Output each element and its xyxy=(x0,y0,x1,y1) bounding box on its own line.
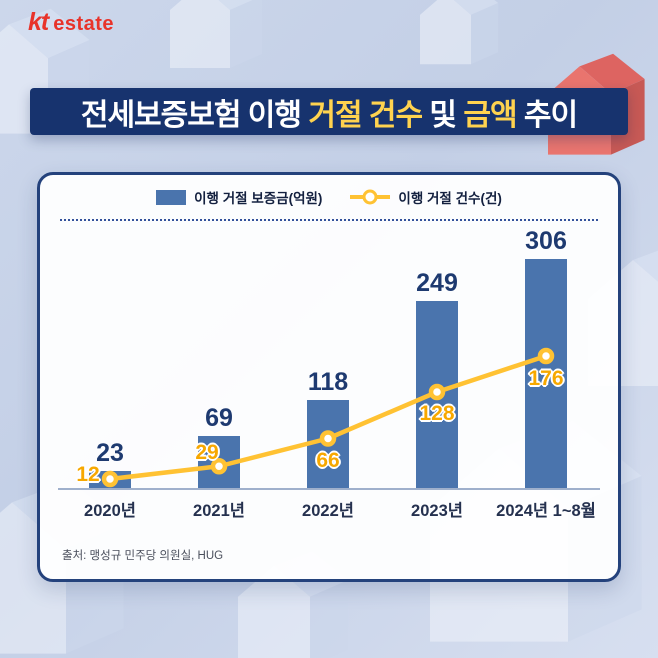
line-legend-swatch xyxy=(350,189,391,205)
line-marker xyxy=(319,430,337,447)
bar-value-label: 306 xyxy=(525,226,567,255)
title-text: 전세보증보험 이행 xyxy=(80,98,309,132)
estate-logo-text: estate xyxy=(53,13,115,35)
line-marker xyxy=(537,347,555,365)
line-value-label: 176 xyxy=(528,367,564,390)
chart-legend: 이행 거절 보증금(억원) 이행 거절 건수(건) xyxy=(40,187,618,207)
title-text: 및 xyxy=(422,98,464,132)
bar-legend-swatch xyxy=(156,189,187,205)
line-value-label: 29 xyxy=(195,441,219,465)
legend-divider xyxy=(60,219,598,221)
kt-estate-logo: kt estate xyxy=(28,8,114,37)
x-axis-label: 2023년 xyxy=(411,502,463,520)
x-axis-label: 2021년 xyxy=(193,502,245,520)
x-axis-line xyxy=(58,488,600,490)
chart-card: 이행 거절 보증금(억원) 이행 거절 건수(건) 23 69 118 249 306 2… xyxy=(37,172,621,582)
line-value-label: 12 xyxy=(76,463,100,486)
legend-item-line: 이행 거절 건수(건) xyxy=(350,187,502,207)
bar-value-label: 249 xyxy=(416,269,458,298)
x-axis-label: 2020년 xyxy=(84,502,136,520)
source-note: 출처: 맹성규 민주당 의원실, HUG xyxy=(62,550,224,562)
bar-value-label: 118 xyxy=(307,367,349,396)
line-marker xyxy=(101,470,119,488)
bar-value-label: 69 xyxy=(205,404,233,433)
title-highlight-text: 거절 건수 xyxy=(308,98,423,132)
bar xyxy=(525,258,567,488)
line-marker-icon xyxy=(362,189,378,205)
kt-logo-mark: kt xyxy=(28,8,49,36)
line-marker xyxy=(428,383,446,401)
title-highlight-text: 금액 xyxy=(463,98,517,132)
x-axis-label: 2024년 1~8월 xyxy=(496,502,596,520)
line-value-label: 66 xyxy=(316,448,340,472)
line-marker xyxy=(210,458,228,475)
page-title: 전세보증보험 이행 거절 건수 및 금액 추이 xyxy=(80,90,578,134)
bar-legend-label: 이행 거절 보증금(억원) xyxy=(194,191,323,206)
x-axis-label: 2022년 xyxy=(302,502,354,520)
title-banner: 전세보증보험 이행 거절 건수 및 금액 추이 xyxy=(30,88,628,135)
line-value-label: 128 xyxy=(419,402,455,425)
bar-value-label: 23 xyxy=(96,438,124,467)
trend-line xyxy=(101,347,555,488)
title-text: 추이 xyxy=(516,98,578,132)
legend-item-bar: 이행 거절 보증금(억원) xyxy=(156,187,322,207)
line-legend-label: 이행 거절 건수(건) xyxy=(398,191,502,206)
chart-stage: 23 69 118 249 306 2020년 2021년 2022년 2023년 2024년 1… xyxy=(40,175,618,579)
